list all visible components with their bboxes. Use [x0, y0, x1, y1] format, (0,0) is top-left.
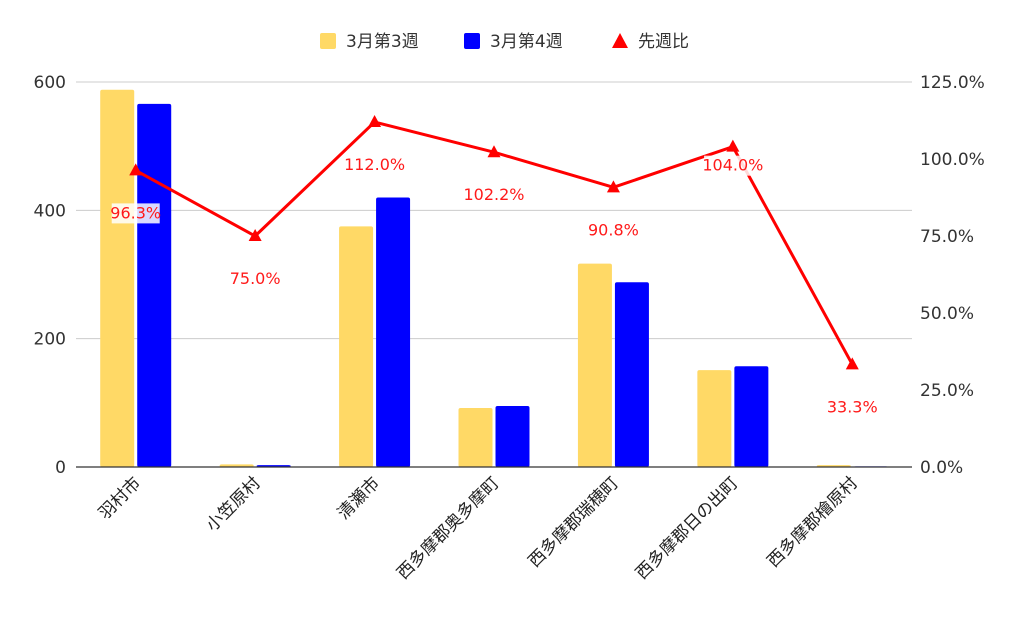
- bar-week4: [734, 366, 769, 467]
- x-tick-label: 清瀬市: [334, 473, 384, 523]
- ratio-data-label: 33.3%: [827, 397, 878, 416]
- data-label-bg: [345, 155, 404, 176]
- ratio-line: [129, 115, 859, 370]
- ratio-point-marker: [129, 163, 143, 176]
- ratio-data-label: 104.0%: [702, 156, 763, 175]
- legend[interactable]: 3月第3週 3月第4週 先週比: [320, 32, 689, 52]
- bars: [100, 89, 888, 468]
- ratio-data-label: 96.3%: [110, 203, 161, 222]
- legend-swatch: [464, 33, 480, 49]
- y-right-tick-label: 100.0%: [920, 150, 985, 170]
- legend-label: 3月第4週: [490, 32, 563, 52]
- y-left-tick-label: 600: [34, 73, 66, 93]
- y-left-tick-label: 0: [55, 458, 66, 478]
- bar-week3: [339, 226, 374, 467]
- axes: 0 200 400 600 0.0% 25.0% 50.0% 75.0% 100.0% 125.0…: [34, 73, 985, 584]
- bar-week4: [137, 103, 172, 468]
- x-tick-label: 西多摩郡檜原村: [763, 473, 862, 572]
- data-label-bg: [111, 203, 160, 224]
- x-tick-label: 小笠原村: [202, 473, 264, 535]
- legend-item[interactable]: 3月第3週: [320, 32, 419, 52]
- data-label-bg: [589, 220, 638, 241]
- y-left-tick-label: 200: [34, 330, 66, 350]
- x-tick-label: 羽村市: [95, 473, 145, 523]
- gridlines: [76, 81, 912, 340]
- x-tick-label: 西多摩郡瑞穂町: [525, 473, 623, 571]
- y-right-tick-label: 75.0%: [920, 227, 974, 247]
- data-label-bg: [231, 269, 280, 289]
- bar-week3: [458, 407, 493, 467]
- y-right-tick-label: 25.0%: [920, 381, 974, 401]
- bar-week4: [614, 282, 649, 467]
- legend-marker: [612, 33, 628, 48]
- legend-label: 3月第3週: [346, 32, 419, 52]
- data-label-bg: [828, 397, 877, 418]
- legend-label: 先週比: [638, 32, 689, 52]
- bar-week4: [376, 197, 411, 467]
- legend-swatch: [320, 33, 336, 49]
- y-right-tick-label: 125.0%: [920, 73, 985, 93]
- x-tick-label: 西多摩郡日の出町: [632, 473, 742, 583]
- y-right-tick-label: 50.0%: [920, 304, 974, 324]
- ratio-point-marker: [845, 357, 859, 370]
- bar-week3: [219, 464, 254, 467]
- ratio-point-marker: [606, 180, 620, 193]
- legend-item[interactable]: 先週比: [612, 32, 689, 52]
- legend-item[interactable]: 3月第4週: [464, 32, 563, 52]
- bar-week3: [100, 89, 135, 467]
- ratio-data-label: 75.0%: [230, 269, 281, 288]
- bar-week3: [577, 263, 612, 467]
- y-right-tick-label: 0.0%: [920, 458, 963, 478]
- ratio-data-label: 90.8%: [588, 220, 639, 239]
- ratio-point-marker: [487, 145, 501, 158]
- bar-week4: [495, 406, 530, 467]
- ratio-point-marker: [368, 115, 382, 128]
- data-label-bg: [704, 155, 762, 176]
- data-labels: 96.3% 75.0% 112.0% 102.2% 90.8% 104.0% 33.3%: [110, 155, 878, 418]
- ratio-data-label: 112.0%: [344, 155, 405, 174]
- data-label-bg: [465, 185, 523, 206]
- bar-week3: [697, 370, 732, 467]
- y-left-tick-label: 400: [34, 201, 66, 221]
- ratio-point-marker: [726, 139, 740, 152]
- ratio-point-marker: [248, 229, 262, 241]
- ratio-data-label: 102.2%: [463, 185, 524, 204]
- x-tick-label: 西多摩郡奥多摩町: [393, 473, 503, 583]
